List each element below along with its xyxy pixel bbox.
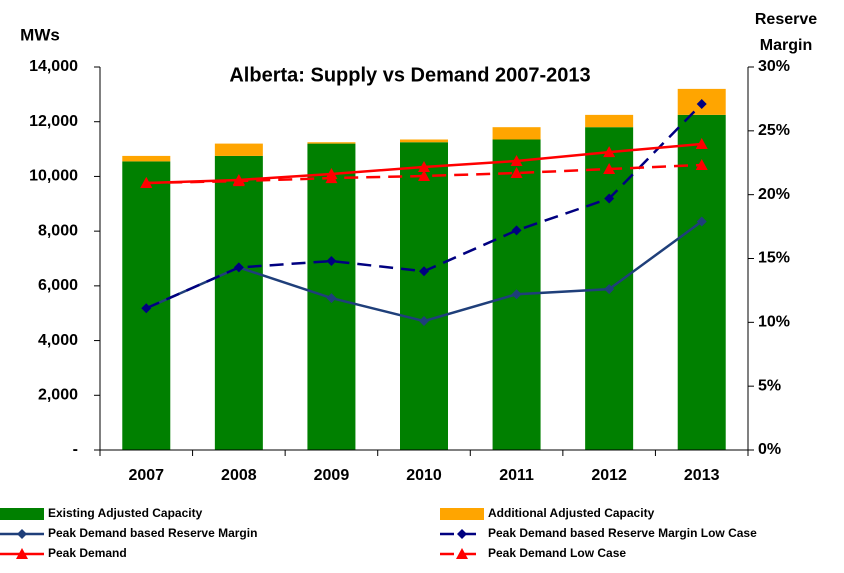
legend-label: Additional Adjusted Capacity (488, 506, 655, 520)
y-axis-title: MWs (20, 25, 60, 44)
y2-tick-label: 15% (758, 250, 790, 267)
marker (695, 138, 708, 150)
y-tick-label: 12,000 (29, 113, 78, 130)
legend-swatch (0, 508, 44, 520)
x-tick-label: 2009 (314, 467, 350, 484)
marker (604, 193, 615, 204)
y-tick-label: 8,000 (38, 222, 78, 239)
marker (510, 154, 523, 166)
marker (696, 216, 707, 227)
y-tick-label: 2,000 (38, 387, 78, 404)
y-tick-label: 10,000 (29, 168, 78, 185)
y2-axis-title: Reserve (755, 11, 817, 28)
y2-tick-label: 30% (758, 58, 790, 75)
bar (400, 139, 448, 143)
marker (419, 316, 429, 327)
bar (214, 143, 263, 156)
marker (418, 170, 430, 182)
marker (232, 175, 245, 187)
legend-label: Existing Adjusted Capacity (48, 506, 203, 520)
legend-label: Peak Demand based Reserve Margin (48, 526, 257, 540)
marker (233, 262, 244, 273)
marker (510, 167, 523, 179)
y2-tick-label: 0% (758, 441, 781, 458)
y-tick-label: 14,000 (29, 58, 78, 75)
legend-swatch (440, 508, 484, 520)
y-tick-label: - (73, 441, 78, 458)
y2-axis-title: Margin (760, 37, 812, 54)
legend-label: Peak Demand (48, 546, 127, 560)
marker (456, 548, 468, 559)
marker (17, 529, 27, 539)
marker (141, 303, 152, 314)
marker (16, 548, 28, 559)
y-tick-label: 6,000 (38, 277, 78, 294)
y2-tick-label: 5% (758, 377, 781, 394)
y2-tick-label: 25% (758, 122, 790, 139)
marker (695, 158, 708, 170)
marker (603, 163, 616, 175)
marker (326, 256, 337, 267)
marker (511, 225, 522, 236)
bar (585, 114, 634, 128)
bar (677, 114, 726, 450)
chart-title: Alberta: Supply vs Demand 2007-2013 (229, 64, 590, 86)
marker (604, 284, 615, 295)
x-tick-label: 2013 (684, 467, 720, 484)
x-tick-label: 2012 (591, 467, 627, 484)
marker (140, 176, 153, 188)
marker (326, 293, 337, 304)
y-tick-label: 4,000 (38, 332, 78, 349)
bar (307, 142, 356, 144)
bar (492, 127, 541, 140)
marker (603, 146, 616, 158)
legend-label: Peak Demand based Reserve Margin Low Cas… (488, 526, 757, 540)
bar (400, 142, 448, 450)
marker (696, 99, 707, 110)
x-tick-label: 2010 (406, 467, 442, 484)
marker (325, 172, 338, 184)
x-tick-label: 2011 (499, 467, 534, 484)
marker (419, 266, 429, 277)
marker (418, 160, 430, 172)
y2-tick-label: 20% (758, 186, 790, 203)
y2-tick-label: 10% (758, 314, 790, 331)
marker (511, 289, 522, 300)
legend-label: Peak Demand Low Case (488, 546, 626, 560)
bar (214, 155, 263, 451)
marker (457, 529, 467, 539)
x-tick-label: 2007 (128, 467, 164, 484)
x-tick-label: 2008 (221, 467, 257, 484)
bar (122, 155, 171, 162)
